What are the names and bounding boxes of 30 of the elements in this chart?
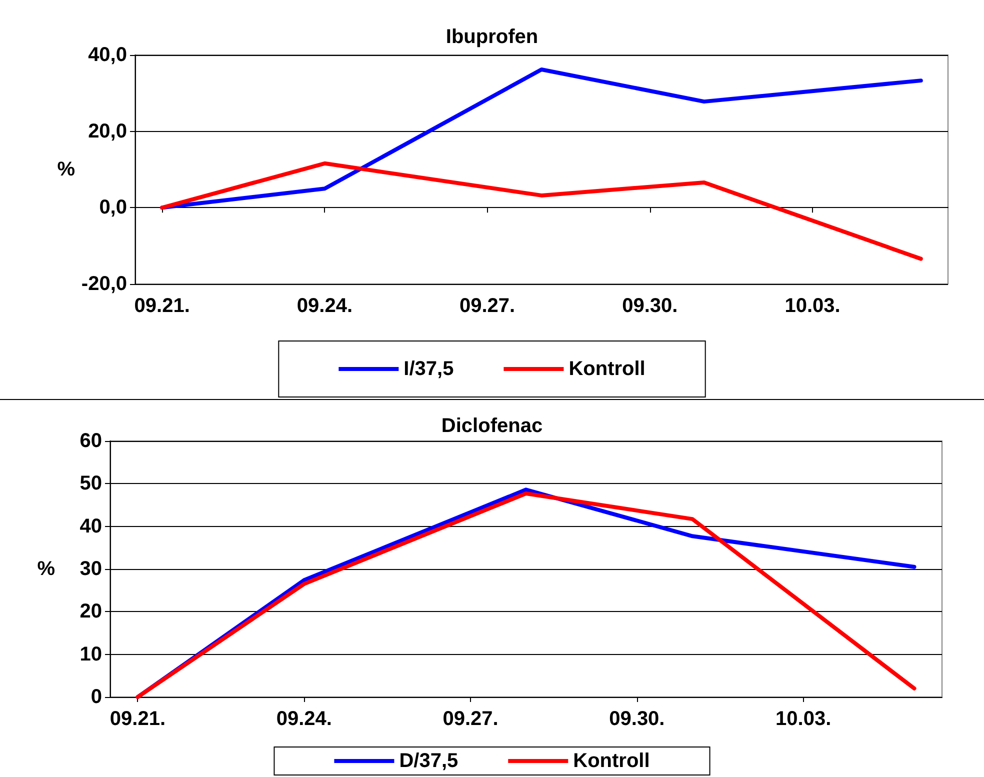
chart-title: Ibuprofen — [446, 26, 538, 48]
y-axis-title: % — [57, 158, 76, 180]
x-tick-label: 09.27. — [442, 708, 498, 730]
legend-label: Kontroll — [568, 358, 646, 380]
x-tick-label: 09.24. — [276, 708, 332, 730]
y-tick-label: 10 — [80, 643, 102, 666]
y-tick-label: 20 — [80, 600, 102, 623]
x-tick-label: 09.30. — [622, 295, 678, 317]
y-tick-label: 0,0 — [99, 196, 127, 219]
y-tick-label: 40,0 — [88, 44, 127, 66]
y-tick-label: 20,0 — [88, 120, 127, 142]
x-tick-label: 09.21. — [110, 708, 166, 730]
x-tick-label: 09.30. — [609, 708, 665, 730]
legend-label: D/37,5 — [399, 750, 458, 772]
y-tick-label: -20,0 — [81, 273, 127, 295]
chart-title: Diclofenac — [441, 415, 543, 437]
line-series — [160, 161, 923, 261]
legend-label: Kontroll — [573, 750, 650, 772]
y-tick-label: 50 — [80, 472, 102, 495]
x-tick-label: 09.24. — [296, 295, 353, 317]
y-tick-label: 0 — [90, 686, 102, 708]
x-tick-label: 09.21. — [134, 295, 190, 317]
y-axis-title: % — [37, 558, 56, 580]
y-tick-label: 60 — [80, 430, 102, 452]
x-tick-label: 09.27. — [459, 295, 516, 317]
x-tick-label: 10.03. — [784, 295, 840, 317]
x-tick-label: 10.03. — [776, 708, 832, 730]
y-tick-label: 40 — [80, 515, 102, 538]
legend-label: I/37,5 — [404, 358, 454, 380]
y-tick-label: 30 — [80, 558, 102, 580]
